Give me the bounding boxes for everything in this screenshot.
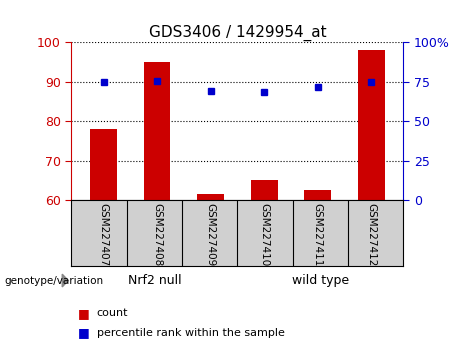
Title: GDS3406 / 1429954_at: GDS3406 / 1429954_at xyxy=(148,25,326,41)
Text: wild type: wild type xyxy=(292,274,349,287)
Text: ■: ■ xyxy=(78,326,90,339)
Text: genotype/variation: genotype/variation xyxy=(5,275,104,286)
Bar xyxy=(358,50,384,200)
Bar xyxy=(304,190,331,200)
Text: GSM227410: GSM227410 xyxy=(259,203,269,267)
Bar xyxy=(144,62,171,200)
Polygon shape xyxy=(62,274,68,287)
Text: ■: ■ xyxy=(78,307,90,320)
Text: GSM227412: GSM227412 xyxy=(366,203,376,267)
Text: GSM227408: GSM227408 xyxy=(152,203,162,267)
Text: count: count xyxy=(97,308,128,318)
Bar xyxy=(197,194,224,200)
Text: GSM227411: GSM227411 xyxy=(313,203,323,267)
Text: GSM227407: GSM227407 xyxy=(99,203,109,267)
Text: percentile rank within the sample: percentile rank within the sample xyxy=(97,328,285,338)
Text: Nrf2 null: Nrf2 null xyxy=(128,274,181,287)
Text: GSM227409: GSM227409 xyxy=(206,203,216,267)
Bar xyxy=(90,129,117,200)
Bar xyxy=(251,180,278,200)
